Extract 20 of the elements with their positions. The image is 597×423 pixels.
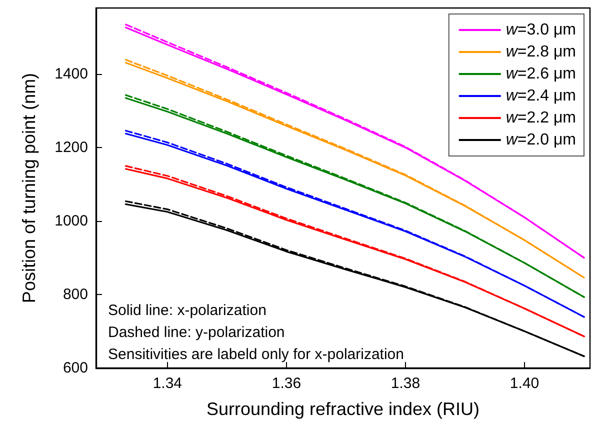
y-axis-title: Position of turning point (nm) — [19, 72, 39, 304]
x-axis-title: Surrounding refractive index (RIU) — [206, 399, 480, 419]
y-tick-label: 600 — [62, 360, 88, 376]
x-tick-label: 1.36 — [272, 375, 302, 392]
y-tick-label: 1400 — [54, 66, 88, 83]
legend-label: w=2.0 μm — [506, 132, 576, 148]
annotation: Dashed line: y-polarization — [108, 324, 285, 341]
legend-label: w=2.6 μm — [506, 66, 576, 82]
annotation: Solid line: x-polarization — [108, 302, 266, 319]
legend-label: w=2.4 μm — [506, 88, 576, 104]
y-tick-label: 800 — [62, 286, 88, 304]
x-tick-label: 1.38 — [390, 375, 420, 392]
annotation: Sensitivities are labeld only for x-polarization — [108, 346, 404, 363]
legend-label: w=3.0 μm — [506, 22, 576, 38]
legend-label: w=2.2 μm — [506, 110, 576, 126]
y-tick-label: 1200 — [54, 139, 88, 156]
y-tick-label: 1000 — [54, 212, 88, 230]
x-tick-label: 1.34 — [152, 375, 182, 392]
legend-label: w=2.8 μm — [506, 44, 576, 60]
x-tick-label: 1.40 — [510, 375, 540, 392]
